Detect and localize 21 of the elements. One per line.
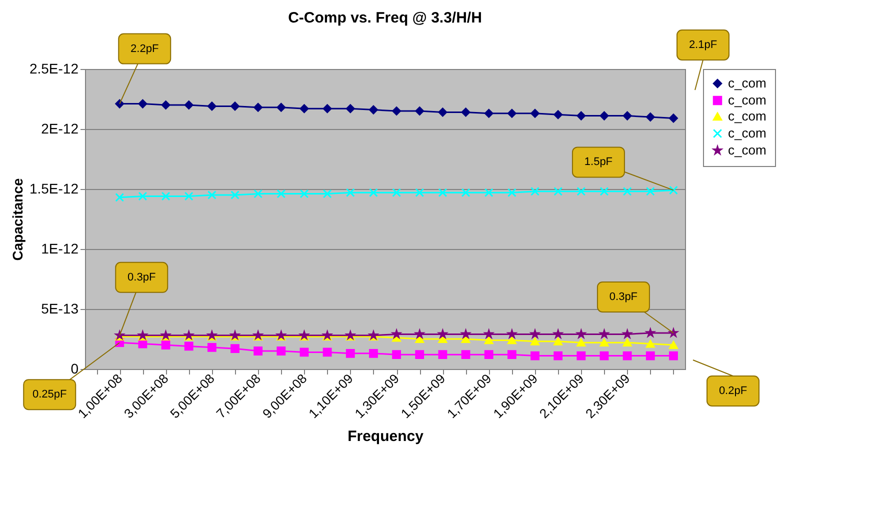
legend-label: c_com — [728, 126, 766, 140]
text: 2.1pF — [688, 39, 718, 51]
y-tick-label: 1E-12 — [41, 240, 79, 256]
x-axis-title: Frequency — [348, 428, 424, 446]
annotation: 0.3pF — [128, 271, 156, 284]
annotation: 1.5pF — [584, 156, 613, 168]
annotation: 0.25pF — [32, 388, 68, 401]
y-tick-label: 0 — [70, 360, 79, 376]
y-axis-title: Capacitance — [9, 178, 26, 261]
legend-label: c_com — [728, 76, 766, 90]
annotation: 2.2pF — [130, 42, 159, 55]
y-tick-label: 2.5E-12 — [29, 60, 79, 76]
legend-label: c_com — [728, 108, 766, 124]
text: 0.2pF — [718, 385, 748, 397]
legend-label: c_com — [728, 92, 766, 108]
y-tick-label: 2E-12 — [41, 120, 79, 136]
legend-label: c_com — [728, 142, 766, 158]
y-tick-label: 1.5E-12 — [29, 180, 79, 196]
chart-title: C-Comp vs. Freq @ 3.3/H/H — [288, 10, 482, 26]
annotation: 0.3pF — [609, 291, 638, 303]
y-tick-label: 5E-13 — [41, 300, 79, 316]
